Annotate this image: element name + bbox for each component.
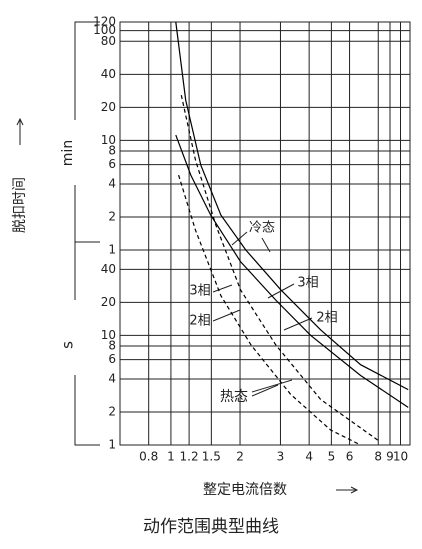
y-tick-label: 1 <box>108 438 116 452</box>
annotation: 2相 <box>316 311 337 326</box>
y-tick-label: 6 <box>108 157 116 171</box>
x-tick-label: 3 <box>277 450 285 464</box>
y-tick-label: 120 <box>93 15 116 29</box>
curve <box>178 174 361 446</box>
x-tick-label: 10 <box>393 450 408 464</box>
min-bracket <box>74 21 100 243</box>
curve <box>175 134 409 408</box>
y-tick-label: 40 <box>101 67 116 81</box>
annotation: 3相 <box>189 284 210 299</box>
annotation: 2相 <box>189 314 210 329</box>
x-tick-label: 2 <box>236 450 244 464</box>
y-unit-s: s <box>59 341 77 349</box>
annotation: 热态 <box>220 389 248 405</box>
y-tick-label: 2 <box>108 404 116 418</box>
y-tick-label: 10 <box>101 133 116 147</box>
y-tick-label: 40 <box>101 262 116 276</box>
x-tick-label: 5 <box>328 450 336 464</box>
x-tick-label: 1.2 <box>180 450 199 464</box>
y-tick-label: 4 <box>108 371 116 385</box>
x-tick-label: 1 <box>167 450 175 464</box>
y-arrow <box>16 117 24 145</box>
y-axis-label: 脱扣时间 <box>12 177 28 233</box>
y-tick-label: 100 <box>93 23 116 37</box>
annotation: 冷态 <box>249 221 275 236</box>
x-arrow <box>336 486 359 494</box>
y-tick-label: 8 <box>108 338 116 352</box>
y-tick-label: 10 <box>101 328 116 342</box>
x-tick-label: 1.5 <box>202 450 221 464</box>
x-tick-label: 4 <box>305 450 313 464</box>
y-tick-label: 2 <box>108 209 116 223</box>
x-tick-label: 9 <box>386 450 394 464</box>
y-tick-label: 4 <box>108 176 116 190</box>
y-tick-label: 6 <box>108 352 116 366</box>
y-tick-label: 1 <box>108 243 116 257</box>
x-axis-label: 整定电流倍数 <box>203 482 287 498</box>
annotation: 3相 <box>297 276 318 291</box>
y-unit-min: min <box>60 140 76 166</box>
leader <box>212 309 313 331</box>
chart-title: 动作范围典型曲线 <box>143 517 279 537</box>
x-tick-label: 0.8 <box>139 450 158 464</box>
y-tick-label: 20 <box>101 100 116 114</box>
s-bracket <box>74 241 100 446</box>
curve <box>180 94 379 441</box>
y-tick-label: 8 <box>108 143 116 157</box>
x-tick-label: 8 <box>374 450 382 464</box>
curve <box>175 21 409 391</box>
x-tick-label: 6 <box>346 450 354 464</box>
y-tick-label: 20 <box>101 295 116 309</box>
y-tick-label: 80 <box>101 34 116 48</box>
leader <box>251 379 293 397</box>
